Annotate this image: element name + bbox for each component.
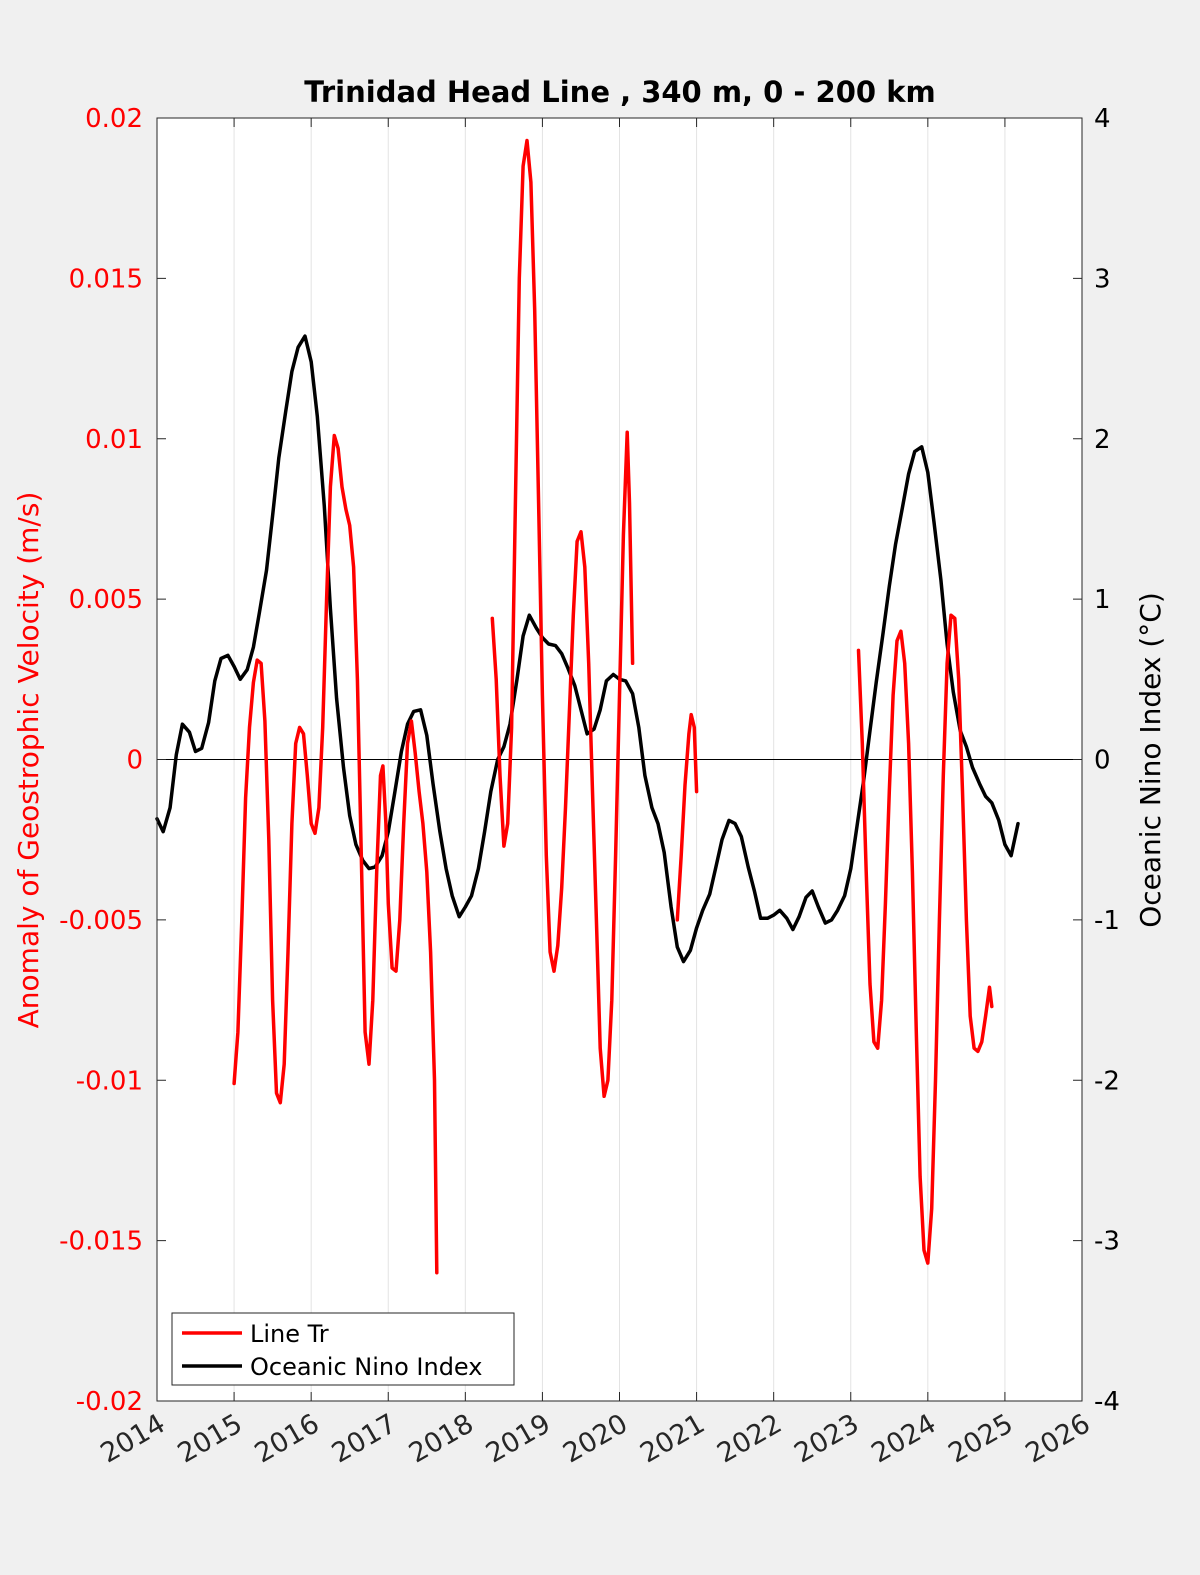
legend: Line Tr Oceanic Nino Index <box>171 1312 515 1386</box>
legend-box <box>171 1312 515 1386</box>
right-y-axis: -4 -3 -2 -1 0 1 2 3 4 <box>1073 104 1120 1417</box>
left-y-tick-label-1: -0.015 <box>59 1227 143 1257</box>
left-y-axis: -0.02 -0.015 -0.01 -0.005 0 0.005 0.01 0.015 0.0… <box>59 104 166 1417</box>
left-y-tick-label-8: 0.02 <box>85 104 143 134</box>
series-line-tr-segment-3 <box>856 613 994 1265</box>
right-y-tick-label-8: 4 <box>1094 104 1111 134</box>
left-y-tick-label-2: -0.01 <box>76 1066 143 1096</box>
right-y-tick-label-6: 2 <box>1094 425 1111 455</box>
legend-line-tr-label: Line Tr <box>250 1320 329 1348</box>
chart-title: Trinidad Head Line , 340 m, 0 - 200 km <box>304 75 935 109</box>
left-y-tick-label-5: 0.005 <box>69 585 143 615</box>
right-y-tick-label-2: -2 <box>1094 1066 1120 1096</box>
right-y-tick-label-7: 3 <box>1094 264 1111 294</box>
series-group <box>155 138 1020 1275</box>
series-oceanic-nino-index-segment-0 <box>155 334 1020 964</box>
right-y-tick-label-1: -3 <box>1094 1227 1120 1257</box>
left-y-axis-label: Anomaly of Geostrophic Velocity (m/s) <box>12 492 45 1029</box>
left-y-tick-label-0: -0.02 <box>76 1387 143 1417</box>
right-y-tick-label-0: -4 <box>1094 1387 1120 1417</box>
right-y-axis-label: Oceanic Nino Index (°C) <box>1134 592 1167 928</box>
left-y-tick-label-7: 0.015 <box>69 264 143 294</box>
left-y-tick-label-3: -0.005 <box>59 906 143 936</box>
right-y-tick-label-3: -1 <box>1094 906 1120 936</box>
legend-oni-label: Oceanic Nino Index <box>250 1353 482 1381</box>
left-y-tick-label-4: 0 <box>126 746 143 776</box>
right-y-tick-label-5: 1 <box>1094 585 1111 615</box>
series-line-tr-segment-2 <box>675 712 699 922</box>
series-line-tr-segment-0 <box>232 433 439 1275</box>
right-y-tick-label-4: 0 <box>1094 746 1111 776</box>
left-y-tick-label-6: 0.01 <box>85 425 143 455</box>
series-line-tr-segment-1 <box>490 138 635 1099</box>
